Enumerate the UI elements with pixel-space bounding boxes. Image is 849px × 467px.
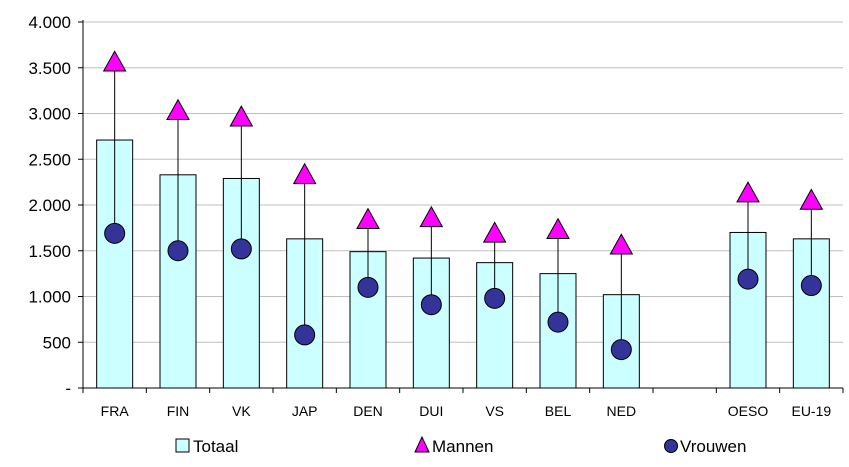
y-tick-labels: - 500 1.000 1.500 2.000 2.500 3.000 3.500 4.000: [28, 13, 71, 398]
point-mannen: [609, 233, 634, 255]
legend-label-vrouwen: Vrouwen: [680, 437, 746, 456]
point-mannen: [546, 217, 570, 240]
point-vrouwen: [484, 287, 506, 309]
x-tick-label: FRA: [101, 403, 130, 419]
point-vrouwen: [167, 240, 189, 262]
legend-swatch-vrouwen: [664, 439, 678, 453]
grid-lines: [83, 21, 843, 343]
point-vrouwen: [800, 275, 822, 297]
legend: Totaal Mannen Vrouwen: [175, 435, 746, 456]
point-vrouwen: [420, 294, 442, 316]
x-tick-label: DEN: [353, 403, 383, 419]
x-tick-label: FIN: [167, 403, 190, 419]
legend-swatch-mannen: [414, 435, 430, 453]
y-tick-label: 1.500: [28, 242, 71, 261]
range-lines: [114, 62, 812, 350]
axes: [78, 20, 844, 393]
point-vrouwen: [357, 276, 379, 298]
point-mannen: [736, 181, 760, 203]
y-tick-label: 3.500: [28, 59, 71, 78]
point-vrouwen: [737, 268, 759, 290]
y-tick-label: -: [65, 379, 71, 398]
point-mannen: [292, 162, 317, 185]
point-mannen: [799, 188, 824, 210]
point-vrouwen: [104, 222, 126, 244]
y-tick-label: 2.500: [28, 150, 71, 169]
x-tick-label: DUI: [419, 403, 443, 419]
y-tick-label: 3.000: [28, 105, 71, 124]
legend-swatch-totaal: [175, 438, 190, 453]
point-mannen: [229, 105, 254, 127]
point-vrouwen: [294, 324, 316, 346]
point-vrouwen: [610, 339, 632, 361]
point-mannen: [482, 221, 507, 243]
legend-label-totaal: Totaal: [193, 437, 238, 456]
legend-label-mannen: Mannen: [432, 437, 493, 456]
point-vrouwen: [230, 238, 252, 260]
x-tick-label: BEL: [545, 403, 572, 419]
x-tick-label: EU-19: [791, 403, 831, 419]
bars: [96, 139, 830, 389]
markers: [102, 50, 824, 361]
point-mannen: [166, 98, 190, 121]
point-mannen: [102, 50, 127, 72]
x-tick-label: NED: [607, 403, 637, 419]
x-tick-labels: FRA FIN VK JAP DEN DUI VS BEL NED OESO EU-19: [101, 403, 832, 419]
y-tick-label: 500: [43, 333, 71, 352]
x-tick-label: OESO: [728, 403, 769, 419]
point-mannen: [356, 207, 380, 229]
y-tick-label: 1.000: [28, 288, 71, 307]
point-mannen: [419, 205, 444, 228]
x-tick-label: VS: [485, 403, 504, 419]
x-tick-label: VK: [232, 403, 251, 419]
point-vrouwen: [547, 311, 569, 333]
y-tick-label: 4.000: [28, 13, 71, 32]
y-tick-label: 2.000: [28, 196, 71, 215]
x-tick-label: JAP: [292, 403, 318, 419]
